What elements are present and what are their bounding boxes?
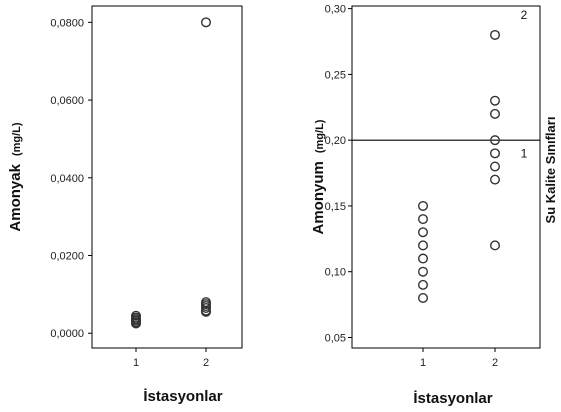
data-point <box>418 214 429 225</box>
y-tick-label: 0,0200 <box>50 251 84 263</box>
data-point <box>418 266 429 277</box>
x-tick-label: 2 <box>203 357 209 369</box>
y-tick-label: 0,15 <box>325 201 346 213</box>
data-point <box>490 29 501 40</box>
y-tick-label: 0,25 <box>325 69 346 81</box>
data-point <box>490 135 501 146</box>
data-point <box>418 293 429 304</box>
plot-frame <box>91 5 243 349</box>
data-point <box>490 148 501 159</box>
y-tick-label: 0,0000 <box>50 328 84 340</box>
y-axis-title: Amonyak (mg/L) <box>7 122 24 231</box>
plot-frame <box>351 5 541 349</box>
x-tick-label: 1 <box>420 357 426 369</box>
data-point <box>200 306 211 317</box>
data-point <box>490 95 501 106</box>
data-point <box>418 200 429 211</box>
y-axis-unit: (mg/L) <box>11 122 23 156</box>
x-axis-title: İstasyonlar <box>143 388 222 405</box>
data-point <box>418 227 429 238</box>
secondary-y-axis-title: Su Kalite Sınıfları <box>543 117 558 224</box>
chart-panel-2: 0,05 0,10 0,15 0,20 0,25 0,30 1 2 İstasyonlar Amo… <box>310 4 558 407</box>
data-point <box>200 302 211 313</box>
data-point <box>490 108 501 119</box>
quality-class-label: 1 <box>521 146 528 160</box>
y-tick-label: 0,0400 <box>50 173 84 185</box>
data-point <box>418 240 429 251</box>
x-axis-title: İstasyonlar <box>413 390 492 407</box>
y-tick-label: 0,30 <box>325 4 346 16</box>
x-tick-label: 2 <box>492 357 498 369</box>
data-point <box>490 240 501 251</box>
y-axis-title: Amonyum (mg/L) <box>310 119 327 234</box>
data-point <box>490 161 501 172</box>
quality-class-label: 2 <box>521 8 528 22</box>
data-point <box>130 318 141 329</box>
y-axis-title-text: Amonyum <box>310 161 327 234</box>
y-tick-label: 0,10 <box>325 267 346 279</box>
x-tick-label: 1 <box>133 357 139 369</box>
y-tick-label: 0,0800 <box>50 17 84 29</box>
y-axis-title-text: Amonyak <box>7 163 24 231</box>
y-tick-label: 0,05 <box>325 332 346 344</box>
y-tick-label: 0,20 <box>325 135 346 147</box>
data-point <box>490 174 501 185</box>
data-point <box>200 17 211 28</box>
data-point <box>418 279 429 290</box>
chart-panel-1: 0,0000 0,0200 0,0400 0,0600 0,0800 1 2 İstasyon… <box>7 5 243 405</box>
y-axis-unit: (mg/L) <box>314 119 326 153</box>
y-tick-label: 0,0600 <box>50 95 84 107</box>
data-point <box>418 253 429 264</box>
